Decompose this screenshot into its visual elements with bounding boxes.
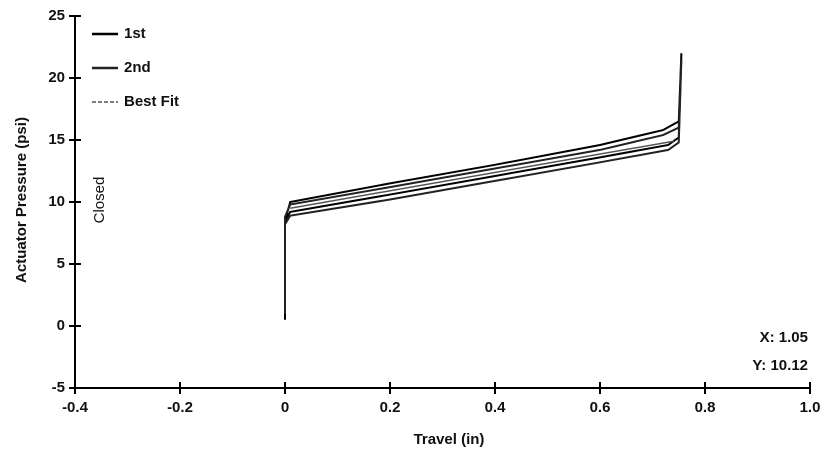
y-tick-label: -5: [52, 379, 65, 396]
x-tick-label: 0: [281, 399, 289, 416]
y-tick-label: 0: [57, 317, 65, 334]
x-tick-label: -0.4: [62, 399, 89, 416]
x-tick-label: 0.2: [380, 399, 401, 416]
legend-label: Best Fit: [124, 93, 179, 110]
legend-label: 2nd: [124, 59, 151, 76]
y-tick-label: 5: [57, 255, 65, 272]
y-tick-label: 25: [48, 7, 65, 24]
annotation: Closed: [91, 177, 108, 224]
series-line: [284, 59, 683, 314]
x-tick-label: 0.8: [695, 399, 716, 416]
x-tick-label: 0.4: [485, 399, 507, 416]
y-axis-title: Actuator Pressure (psi): [13, 117, 30, 283]
series-line: [284, 53, 683, 320]
annotation: Y: 10.12: [752, 357, 808, 374]
x-axis-title: Travel (in): [414, 431, 485, 448]
series-line: [290, 140, 674, 209]
x-tick-label: -0.2: [167, 399, 193, 416]
legend-label: 1st: [124, 25, 146, 42]
x-tick-label: 0.6: [590, 399, 611, 416]
y-tick-label: 15: [48, 131, 65, 148]
y-tick-label: 10: [48, 193, 65, 210]
x-tick-label: 1.0: [800, 399, 820, 416]
annotation: X: 1.05: [760, 329, 808, 346]
y-tick-label: 20: [48, 69, 65, 86]
